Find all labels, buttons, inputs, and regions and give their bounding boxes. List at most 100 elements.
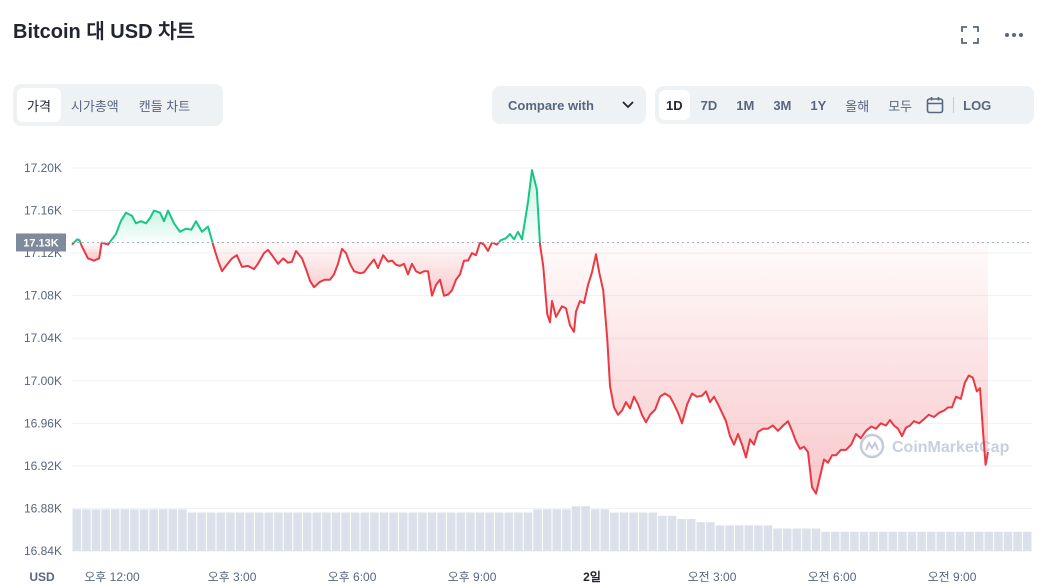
volume-bar <box>408 512 418 551</box>
log-scale-toggle[interactable]: LOG <box>963 97 992 113</box>
fullscreen-icon[interactable] <box>959 24 981 46</box>
volume-bar <box>974 531 984 551</box>
volume-bar <box>898 531 907 551</box>
y-tick-label: 16.96K <box>24 416 62 430</box>
volume-bar <box>984 531 994 551</box>
y-axis: 17.20K17.16K17.12K17.08K17.04K17.00K16.9… <box>24 161 62 558</box>
volume-bar <box>1003 531 1013 551</box>
range-ytd[interactable]: 올해 <box>845 98 870 114</box>
volume-bar <box>130 509 139 551</box>
volume-bar <box>1013 531 1022 551</box>
separator <box>953 97 955 113</box>
volume-bar <box>389 512 398 551</box>
y-tick-label: 17.04K <box>24 331 62 345</box>
volume-bar <box>350 512 360 551</box>
volume-bar <box>264 512 274 551</box>
volume-bar <box>91 509 101 551</box>
price-line-up <box>108 209 214 244</box>
price-line-up <box>73 238 82 244</box>
volume-bar <box>542 509 552 551</box>
chart-type-tabs: 가격 시가총액 캔들 차트 <box>13 84 223 126</box>
x-tick-label: 2일 <box>583 570 601 584</box>
volume-bar <box>696 522 706 551</box>
volume-bar <box>763 525 773 551</box>
volume-bar <box>418 512 427 551</box>
y-tick-label: 16.88K <box>24 501 62 515</box>
x-tick-label: 오후 6:00 <box>328 570 377 584</box>
price-line-up <box>498 169 541 244</box>
volume-bar <box>706 522 715 551</box>
y-tick-label: 17.16K <box>24 204 62 218</box>
volume-bar <box>274 512 283 551</box>
calendar-icon[interactable] <box>926 96 944 114</box>
volume-bar <box>658 515 667 551</box>
volume-bar <box>120 509 130 551</box>
volume-bar <box>149 509 158 551</box>
volume-bar <box>283 512 293 551</box>
price-line-down <box>101 241 111 246</box>
volume-bar <box>600 509 610 551</box>
volume-bar <box>494 512 504 551</box>
volume-bar <box>552 509 562 551</box>
coinmarketcap-logo-mark <box>865 440 879 451</box>
volume-bar <box>725 525 734 551</box>
price-area-up <box>109 210 213 243</box>
range-3m[interactable]: 3M <box>773 97 792 113</box>
tab-market-cap[interactable]: 시가총액 <box>70 98 119 114</box>
volume-bar <box>773 528 782 551</box>
volume-bar <box>206 512 216 551</box>
price-line-down <box>479 241 493 252</box>
range-1y[interactable]: 1Y <box>810 97 827 113</box>
volume-bar <box>158 509 168 551</box>
volume-bar <box>235 512 245 551</box>
volume-bar <box>965 531 974 551</box>
volume-bar <box>821 531 830 551</box>
volume-bar <box>850 531 859 551</box>
volume-bar <box>581 506 590 551</box>
more-options-icon[interactable] <box>1003 24 1025 46</box>
volume-bar <box>360 512 370 551</box>
volume-bar <box>562 509 571 551</box>
volume-bar <box>187 512 197 551</box>
volume-bar <box>504 512 514 551</box>
volume-bar <box>322 512 331 551</box>
price-area-down <box>539 242 988 494</box>
volume-bar <box>398 512 408 551</box>
watermark: CoinMarketCap <box>859 433 1010 459</box>
volume-bar <box>878 531 888 551</box>
volume-bar <box>523 512 533 551</box>
volume-bar <box>859 531 869 551</box>
y-tick-label: 17.20K <box>24 161 62 175</box>
baseline-label: 17.13K <box>16 233 66 252</box>
range-all[interactable]: 모두 <box>888 98 913 114</box>
volume-bar <box>917 531 926 551</box>
range-1d[interactable]: 1D <box>659 90 690 120</box>
x-tick-label: 오전 6:00 <box>808 570 857 584</box>
volume-bar <box>648 512 658 551</box>
volume-bar <box>427 512 437 551</box>
volume-bar <box>302 512 312 551</box>
volume-bar <box>533 509 542 551</box>
y-tick-label: 17.00K <box>24 374 62 388</box>
volume-bar <box>610 512 619 551</box>
volume-bar <box>638 512 648 551</box>
volume-bars <box>72 506 1032 551</box>
volume-bar <box>110 509 120 551</box>
tab-price[interactable]: 가격 <box>17 88 61 122</box>
coinmarketcap-logo-icon <box>859 433 885 459</box>
range-7d[interactable]: 7D <box>700 97 718 113</box>
volume-bar <box>955 531 965 551</box>
y-tick-label: 16.92K <box>24 459 62 473</box>
range-1m[interactable]: 1M <box>736 97 755 113</box>
x-tick-label: 오전 9:00 <box>928 570 977 584</box>
price-area-up <box>498 170 540 243</box>
volume-bar <box>379 512 389 551</box>
volume-bar <box>590 509 600 551</box>
volume-bar <box>312 512 322 551</box>
baseline-label-bg <box>16 233 66 252</box>
currency-label: USD <box>29 570 55 584</box>
compare-with-dropdown[interactable]: Compare with <box>492 86 646 124</box>
volume-bar <box>782 528 792 551</box>
tab-candle-chart[interactable]: 캔들 차트 <box>138 98 191 114</box>
